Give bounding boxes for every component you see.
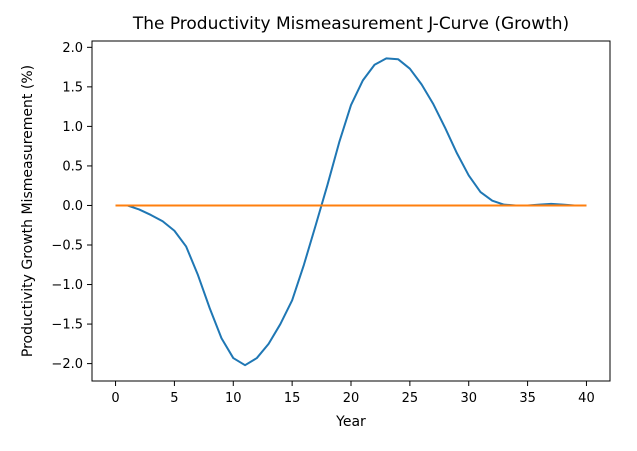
y-tick-label: −1.5 [51,318,83,333]
y-tick-label: 0.5 [62,159,83,174]
x-tick-label: 30 [460,391,477,406]
y-tick-label: −1.0 [51,278,83,293]
x-tick-label: 20 [343,391,360,406]
x-tick-label: 25 [402,391,419,406]
x-axis: 0 5 10 15 20 25 30 35 40 [111,381,595,406]
x-tick-label: 40 [578,391,595,406]
y-tick-label: −2.0 [51,357,83,372]
y-axis: −2.0 −1.5 −1.0 −0.5 0.0 0.5 1.0 1.5 2.0 [51,41,92,372]
x-tick-label: 0 [111,391,119,406]
x-axis-label: Year [335,414,366,430]
x-tick-label: 15 [284,391,301,406]
y-axis-label: Productivity Growth Mismeasurement (%) [20,65,36,357]
y-tick-label: 0.0 [62,199,83,214]
y-tick-label: 2.0 [62,41,83,56]
x-tick-label: 35 [519,391,536,406]
x-tick-label: 5 [170,391,178,406]
y-tick-label: 1.5 [62,80,83,95]
y-tick-label: −0.5 [51,239,83,254]
y-tick-label: 1.0 [62,120,83,135]
plot-frame [91,40,611,382]
x-tick-label: 10 [225,391,242,406]
series-line-0 [115,57,587,367]
plot-area [115,57,587,367]
chart-title: The Productivity Mismeasurement J-Curve … [132,14,569,34]
